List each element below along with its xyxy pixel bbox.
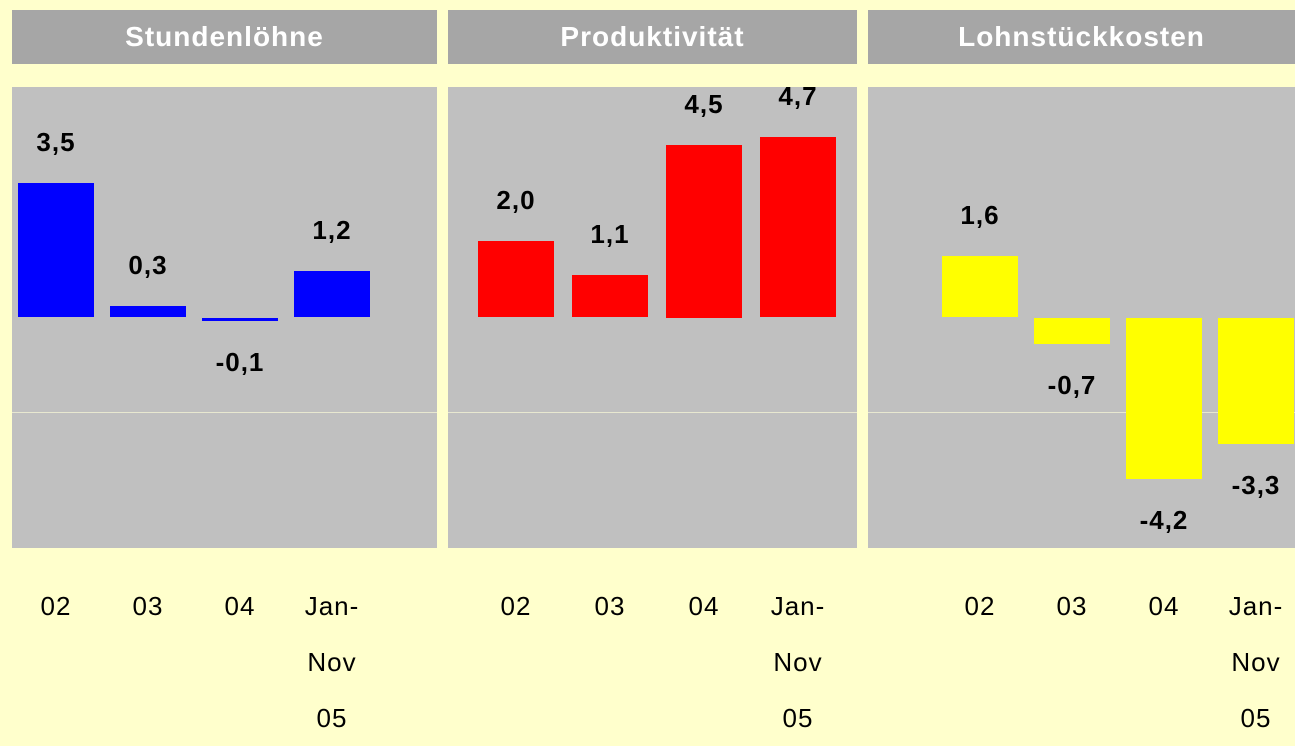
x-tick-label: 04	[688, 591, 720, 621]
value-label: 1,1	[590, 219, 630, 250]
bar	[18, 183, 94, 318]
bar	[1218, 317, 1294, 445]
x-tick-label: Jan-Nov 05	[770, 591, 826, 733]
panel-title: Stundenlöhne	[12, 10, 437, 64]
value-label: 4,5	[684, 88, 724, 119]
bar	[1034, 317, 1110, 345]
panel-title: Produktivität	[448, 10, 857, 64]
bar	[202, 317, 278, 322]
x-tick-label: 03	[594, 591, 626, 621]
divider-line	[868, 412, 1295, 413]
bar	[760, 136, 836, 318]
divider-line	[448, 412, 857, 413]
x-tick-label: 02	[40, 591, 72, 621]
x-tick-label: 02	[500, 591, 532, 621]
x-tick-label: 03	[132, 591, 164, 621]
value-label: 3,5	[36, 127, 76, 158]
value-label: 1,2	[312, 215, 352, 246]
value-label: 4,7	[778, 80, 818, 111]
bar	[110, 305, 186, 318]
value-label: -0,7	[1047, 370, 1097, 401]
value-label: 0,3	[128, 249, 168, 280]
x-tick-label: Jan-Nov 05	[1228, 591, 1284, 733]
bar	[1126, 317, 1202, 479]
x-tick-label: 04	[224, 591, 256, 621]
bar	[666, 144, 742, 318]
value-label: 1,6	[960, 200, 1000, 231]
value-label: 2,0	[496, 184, 536, 215]
page: Stundenlöhne 3,5 02 0,3 03 -0,1 04 1,2 Jan-Nov 0…	[12, 10, 1295, 733]
bar	[942, 256, 1018, 318]
value-label: -0,1	[215, 347, 265, 378]
bar	[572, 275, 648, 318]
divider-line	[12, 412, 437, 413]
x-tick-label: 04	[1148, 591, 1180, 621]
x-tick-label: 02	[964, 591, 996, 621]
x-tick-label: Jan-Nov 05	[304, 591, 360, 733]
bar	[478, 240, 554, 318]
value-label: -4,2	[1139, 504, 1189, 535]
value-label: -3,3	[1231, 470, 1281, 501]
bar	[294, 271, 370, 318]
x-tick-label: 03	[1056, 591, 1088, 621]
panel-title: Lohnstückkosten	[868, 10, 1295, 64]
